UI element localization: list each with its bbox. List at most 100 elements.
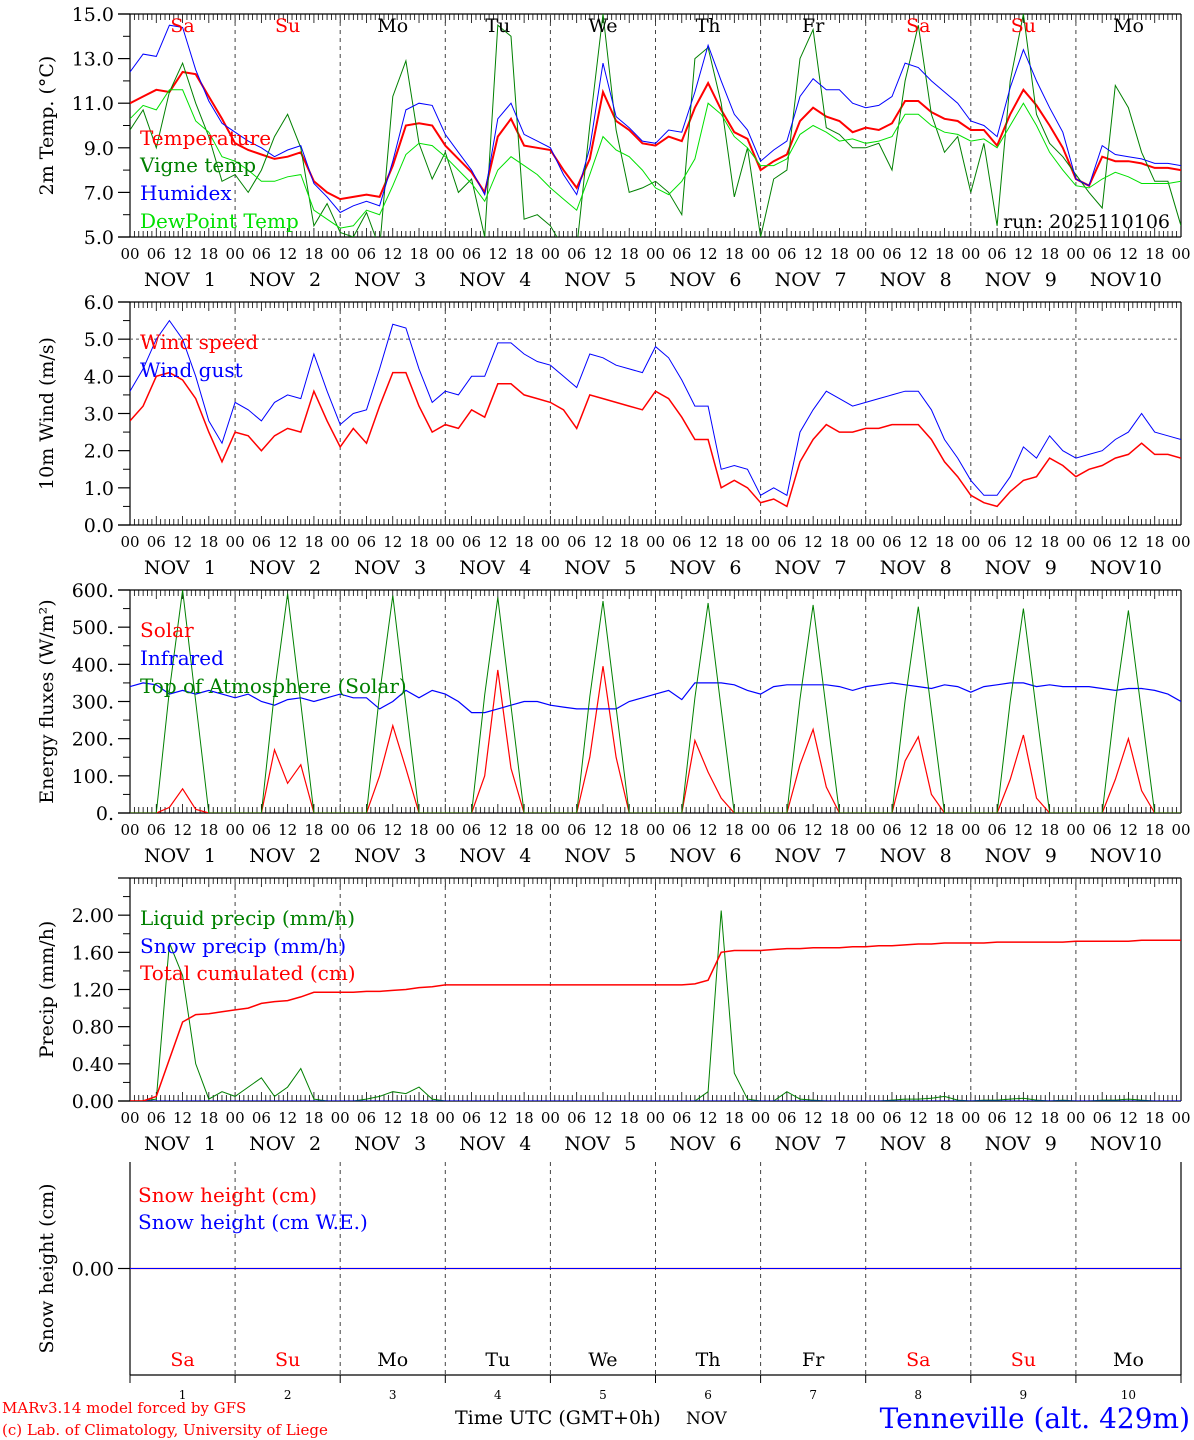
x-month-label: NOV: [144, 269, 190, 291]
legend-entry: DewPoint Temp: [140, 209, 299, 233]
y-tick-label: 2.0: [84, 441, 114, 463]
x-hour-label: 12: [1014, 245, 1033, 263]
x-day-label: 8: [940, 269, 952, 291]
x-hour-label: 18: [515, 245, 534, 263]
x-hour-label: 18: [830, 245, 849, 263]
x-hour-label: 18: [409, 245, 428, 263]
y-tick-label: 4.0: [84, 366, 114, 388]
day-number-label: 4: [494, 1388, 502, 1402]
x-hour-label: 12: [1014, 533, 1033, 551]
x-hour-label: 00: [541, 821, 560, 839]
day-number-label: 6: [704, 1388, 712, 1402]
x-month-label: NOV: [144, 557, 190, 579]
x-month-label: NOV: [459, 845, 505, 867]
weekday-label-top: Sa: [906, 15, 930, 37]
x-hour-label: 18: [725, 821, 744, 839]
x-month-label: NOV: [670, 1133, 716, 1155]
x-hour-label: 12: [278, 821, 297, 839]
x-month-label: NOV: [354, 1133, 400, 1155]
x-month-label: NOV: [985, 557, 1031, 579]
legend-entry: Total cumulated (cm): [140, 961, 356, 985]
x-day-label: 3: [414, 269, 426, 291]
weekday-label-bottom: We: [588, 1349, 617, 1371]
x-hour-label: 00: [541, 533, 560, 551]
legend-entry: Humidex: [140, 181, 232, 205]
x-hour-label: 00: [331, 533, 350, 551]
x-hour-label: 00: [1066, 245, 1085, 263]
x-hour-label: 18: [409, 821, 428, 839]
x-day-label: 4: [519, 269, 531, 291]
x-day-label: 5: [624, 845, 636, 867]
weekday-label-top: Su: [1011, 15, 1036, 37]
x-day-label: 10: [1138, 1133, 1162, 1155]
series-line-dewpoint-temp: [130, 89, 1181, 229]
x-hour-label: 12: [804, 821, 823, 839]
x-hour-label: 18: [620, 533, 639, 551]
legend-entry: Top of Atmosphere (Solar): [140, 674, 407, 698]
y-axis-title: Energy fluxes (W/m²): [36, 599, 58, 803]
x-day-label: 5: [624, 269, 636, 291]
x-month-label: NOV: [144, 845, 190, 867]
x-hour-label: 00: [646, 1109, 665, 1127]
x-hour-label: 18: [935, 821, 954, 839]
series-line-vigne-temp: [130, 14, 1181, 237]
x-month-label: NOV: [249, 269, 295, 291]
x-hour-label: 12: [593, 1109, 612, 1127]
x-hour-label: 12: [173, 245, 192, 263]
x-hour-label: 06: [988, 245, 1007, 263]
x-axis-month: NOV: [686, 1409, 728, 1429]
x-hour-label: 18: [199, 1109, 218, 1127]
x-hour-label: 06: [462, 1109, 481, 1127]
x-month-label: NOV: [985, 845, 1031, 867]
weekday-label-top: Th: [696, 15, 721, 37]
x-day-label: 3: [414, 1133, 426, 1155]
series-line-solar: [130, 666, 1181, 813]
x-day-label: 6: [729, 557, 741, 579]
x-hour-label: 06: [777, 533, 796, 551]
x-hour-label: 00: [436, 533, 455, 551]
x-hour-label: 12: [1119, 1109, 1138, 1127]
y-tick-label: 0.00: [72, 1259, 114, 1281]
x-day-label: 2: [309, 845, 321, 867]
x-day-label: 2: [309, 1133, 321, 1155]
legend-entry: Vigne temp: [139, 153, 256, 177]
x-day-label: 3: [414, 557, 426, 579]
x-hour-label: 06: [357, 533, 376, 551]
x-hour-label: 18: [935, 1109, 954, 1127]
panel-temp: 5.07.09.011.013.015.02m Temp. (°C)00 06 12…: [36, 4, 1191, 291]
weekday-label-top: We: [588, 15, 617, 37]
weekday-label-bottom: Fr: [802, 1349, 825, 1371]
x-day-label: 10: [1138, 557, 1162, 579]
x-minor-ticks: [129, 878, 1182, 1101]
weekday-label-top: Su: [275, 15, 300, 37]
x-hour-label: 00: [120, 533, 139, 551]
x-hour-label: 06: [672, 1109, 691, 1127]
x-hour-label: 12: [699, 821, 718, 839]
x-hour-label: 06: [567, 533, 586, 551]
x-hour-label: 18: [1040, 1109, 1059, 1127]
y-tick-label: 0.: [96, 803, 114, 825]
y-tick-label: 3.0: [84, 404, 114, 426]
series-line-wind-gust: [130, 319, 1181, 497]
weekday-label-top: Mo: [377, 15, 408, 37]
y-tick-label: 1.60: [72, 942, 114, 964]
x-hour-label: 06: [252, 821, 271, 839]
x-day-label: 2: [309, 557, 321, 579]
x-hour-label: 06: [672, 533, 691, 551]
x-hour-label: 00: [751, 245, 770, 263]
day-number-label: 1: [179, 1388, 187, 1402]
y-tick-label: 5.0: [84, 329, 114, 351]
x-hour-label: 18: [1040, 821, 1059, 839]
x-hour-label: 06: [882, 1109, 901, 1127]
day-number-label: 5: [599, 1388, 607, 1402]
weekday-label-top: Fr: [802, 15, 825, 37]
y-tick-label: 0.00: [72, 1091, 114, 1113]
panel-wind: 0.0 1.0 2.0 3.0 4.0 5.0 6.0 10m Wind (m/s) 00 06 1…: [36, 292, 1191, 579]
x-hour-label: 12: [1119, 533, 1138, 551]
day-number-label: 8: [914, 1388, 922, 1402]
x-hour-label: 18: [620, 821, 639, 839]
x-day-label: 3: [414, 845, 426, 867]
x-hour-label: 00: [120, 245, 139, 263]
x-minor-ticks: [129, 302, 1182, 525]
